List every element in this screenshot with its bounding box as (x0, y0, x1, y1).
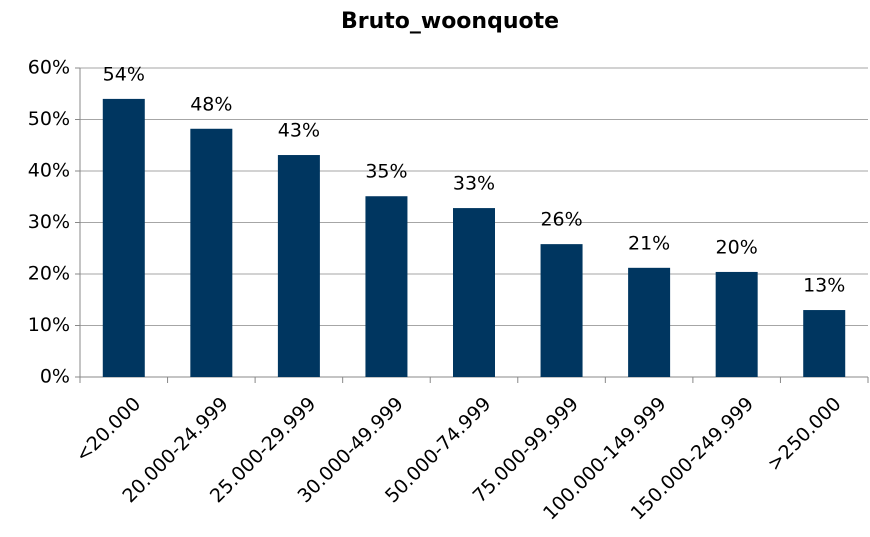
data-label: 35% (365, 161, 407, 183)
chart-title: Bruto_woonquote (341, 9, 559, 34)
data-label: 48% (190, 93, 232, 115)
x-tick-label: >250.000 (763, 393, 845, 475)
data-label: 26% (540, 209, 582, 231)
bar (803, 310, 846, 377)
bar (715, 271, 758, 377)
data-label: 20% (716, 236, 758, 258)
data-label: 43% (278, 120, 320, 142)
data-label: 54% (103, 63, 145, 85)
y-tick-label: 40% (28, 160, 70, 182)
y-tick-label: 0% (40, 366, 70, 388)
x-tick-label: <20.000 (71, 393, 145, 467)
y-tick-label: 50% (28, 108, 70, 130)
y-tick-label: 10% (28, 314, 70, 336)
data-label: 33% (453, 173, 495, 195)
data-label: 13% (803, 275, 845, 297)
bar (190, 128, 233, 377)
bar (365, 196, 408, 377)
bar (102, 98, 145, 378)
bar (540, 244, 583, 377)
data-label: 21% (628, 232, 670, 254)
y-tick-label: 20% (28, 263, 70, 285)
bar (628, 267, 671, 377)
y-tick-label: 60% (28, 57, 70, 79)
bar (453, 208, 495, 377)
bar (277, 155, 320, 377)
y-tick-label: 30% (28, 211, 70, 233)
